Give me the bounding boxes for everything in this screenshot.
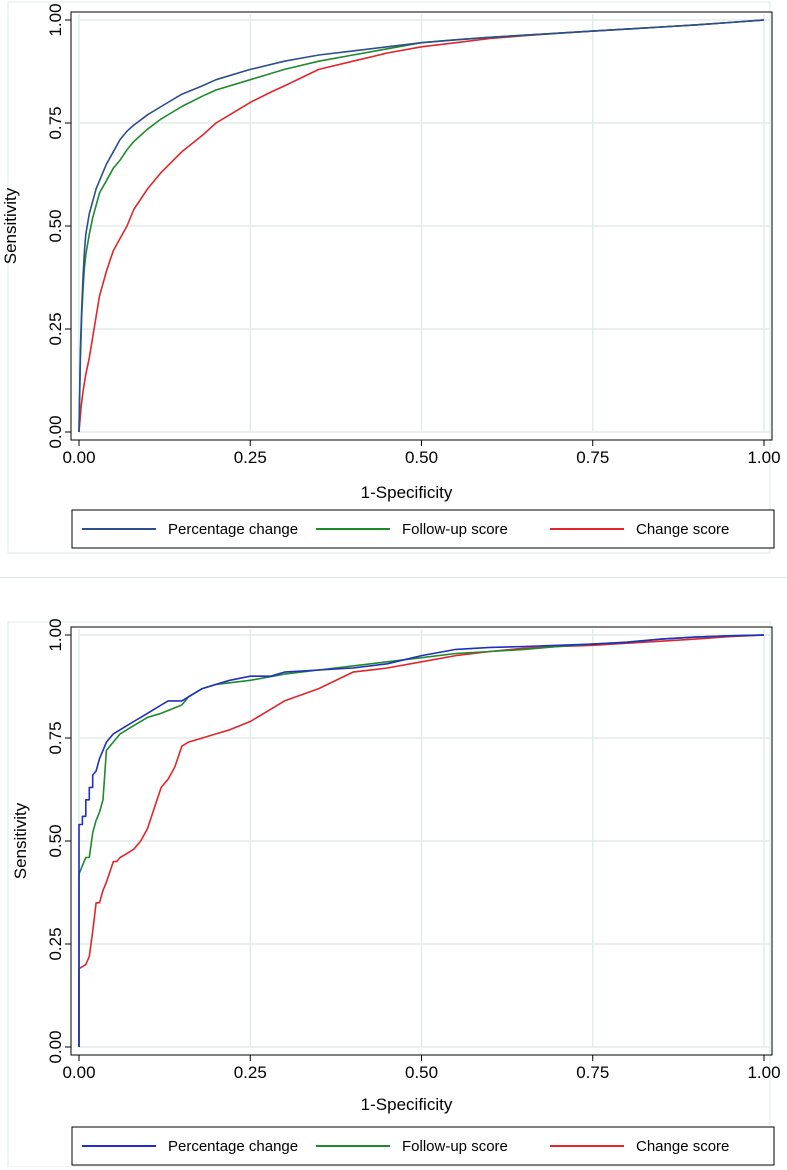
legend-label: Change score bbox=[636, 521, 729, 538]
x-axis-title: 1-Specificity bbox=[361, 1095, 453, 1114]
x-tick-label: 0.00 bbox=[62, 1063, 95, 1082]
x-axis-title: 1-Specificity bbox=[361, 483, 453, 502]
y-axis-title: Sensitivity bbox=[1, 187, 20, 264]
legend-label: Percentage change bbox=[168, 521, 298, 538]
roc-chart-bottom-svg: 0.000.00 0.25 0.25 0.50 0.50 0.75 0.75 1.00 1.00… bbox=[7, 618, 781, 1167]
y-tick-label: 0.75 bbox=[46, 721, 65, 754]
legend-box bbox=[71, 1126, 775, 1166]
panel-divider bbox=[0, 577, 787, 578]
y-tick-label: 0.75 bbox=[46, 106, 65, 139]
y-tick-label: 0.00 bbox=[46, 415, 65, 448]
y-axis-title: Sensitivity bbox=[11, 802, 30, 879]
legend-label: Follow-up score bbox=[402, 1138, 508, 1155]
chart-outer-border bbox=[7, 621, 771, 1167]
legend-label: Percentage change bbox=[168, 1138, 298, 1155]
x-tick-label: 1.00 bbox=[747, 448, 780, 467]
y-tick-label: 0.25 bbox=[46, 312, 65, 345]
series-line-percentage-change bbox=[78, 19, 765, 433]
y-tick-label: 0.00 bbox=[46, 1030, 65, 1063]
roc-chart-top-svg: 0.000.00 0.25 0.25 0.50 0.50 0.75 0.75 1.00 1.00… bbox=[1, 1, 781, 554]
y-tick-label: 0.50 bbox=[46, 824, 65, 857]
x-tick-label: 0.75 bbox=[576, 1063, 609, 1082]
series-line-percentage-change bbox=[78, 634, 765, 1047]
x-tick-label: 0.50 bbox=[405, 1063, 438, 1082]
x-tick-label: 0.00 bbox=[62, 448, 95, 467]
y-tick-label: 0.25 bbox=[46, 927, 65, 960]
series-line-change-score bbox=[78, 634, 765, 1047]
legend-label: Follow-up score bbox=[402, 521, 508, 538]
chart-outer-border bbox=[7, 1, 771, 554]
legend-box bbox=[71, 509, 775, 549]
y-tick-label: 1.00 bbox=[46, 3, 65, 36]
legend-label: Change score bbox=[636, 1138, 729, 1155]
x-tick-label: 0.75 bbox=[576, 448, 609, 467]
x-tick-label: 0.25 bbox=[234, 1063, 267, 1082]
x-tick-label: 0.50 bbox=[405, 448, 438, 467]
y-tick-label: 1.00 bbox=[46, 618, 65, 651]
roc-chart-top: 0.00 0.00 0.25 0.25 0.50 0.50 0.75 0.75 1.00 1.00… bbox=[0, 0, 787, 580]
x-tick-label: 0.25 bbox=[234, 448, 267, 467]
y-tick-label: 0.50 bbox=[46, 209, 65, 242]
roc-chart-bottom: 0.00 0.00 0.25 0.25 0.50 0.50 0.75 0.75 1.00 1.00… bbox=[0, 590, 787, 1170]
x-tick-label: 1.00 bbox=[747, 1063, 780, 1082]
